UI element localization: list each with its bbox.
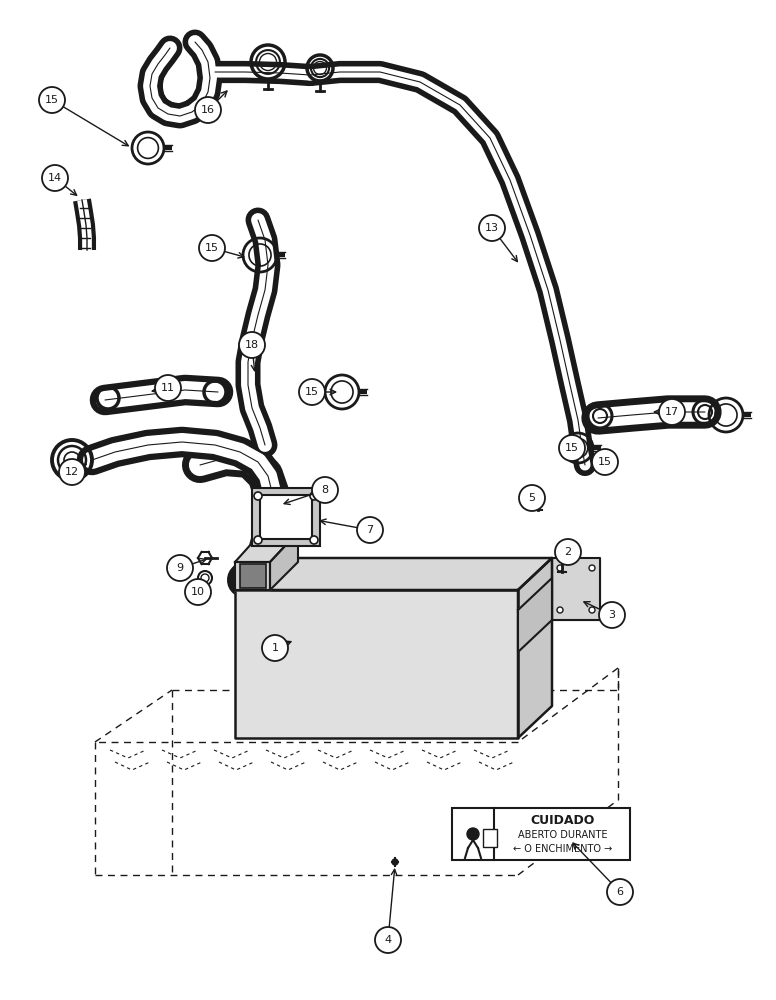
Circle shape — [254, 536, 262, 544]
Circle shape — [239, 332, 265, 358]
Text: 5: 5 — [528, 493, 535, 503]
Circle shape — [299, 379, 325, 405]
Circle shape — [557, 565, 563, 571]
Circle shape — [312, 477, 338, 503]
Circle shape — [607, 879, 633, 905]
Circle shape — [42, 165, 68, 191]
Text: 9: 9 — [176, 563, 184, 573]
Text: 13: 13 — [485, 223, 499, 233]
Circle shape — [519, 485, 545, 511]
Text: 15: 15 — [598, 457, 612, 467]
Text: ← O ENCHIMENTO →: ← O ENCHIMENTO → — [514, 844, 612, 854]
Text: 10: 10 — [191, 587, 205, 597]
Text: 4: 4 — [384, 935, 392, 945]
Polygon shape — [518, 578, 552, 652]
Circle shape — [39, 87, 65, 113]
Text: 15: 15 — [305, 387, 319, 397]
Bar — [260, 495, 312, 539]
Bar — [240, 564, 266, 588]
Text: 17: 17 — [665, 407, 679, 417]
Text: CUIDADO: CUIDADO — [531, 814, 595, 826]
Text: 15: 15 — [45, 95, 59, 105]
Polygon shape — [518, 558, 552, 738]
Polygon shape — [235, 562, 270, 590]
Polygon shape — [235, 558, 552, 590]
Polygon shape — [235, 590, 518, 738]
Circle shape — [534, 494, 542, 502]
Circle shape — [310, 492, 318, 500]
Text: 3: 3 — [608, 610, 615, 620]
Text: 15: 15 — [565, 443, 579, 453]
Circle shape — [199, 235, 225, 261]
Text: 15: 15 — [205, 243, 219, 253]
Text: 1: 1 — [272, 643, 279, 653]
Circle shape — [310, 536, 318, 544]
Circle shape — [392, 859, 398, 865]
Circle shape — [254, 492, 262, 500]
Text: 14: 14 — [48, 173, 62, 183]
Circle shape — [155, 375, 181, 401]
Text: 8: 8 — [321, 485, 328, 495]
FancyBboxPatch shape — [452, 808, 630, 860]
Polygon shape — [270, 532, 298, 590]
Circle shape — [167, 555, 193, 581]
Polygon shape — [235, 532, 298, 562]
Circle shape — [479, 215, 505, 241]
Circle shape — [558, 554, 566, 562]
Circle shape — [59, 459, 85, 485]
Circle shape — [357, 517, 383, 543]
Circle shape — [195, 97, 221, 123]
Circle shape — [592, 449, 618, 475]
Circle shape — [185, 579, 211, 605]
Bar — [483, 829, 497, 847]
Text: 2: 2 — [564, 547, 572, 557]
Circle shape — [375, 927, 401, 953]
Polygon shape — [552, 558, 600, 620]
Circle shape — [467, 828, 479, 840]
Text: ABERTO DURANTE: ABERTO DURANTE — [518, 830, 608, 840]
Circle shape — [262, 635, 288, 661]
Text: 18: 18 — [245, 340, 259, 350]
Circle shape — [589, 565, 595, 571]
Circle shape — [659, 399, 685, 425]
Circle shape — [599, 602, 625, 628]
Text: 12: 12 — [65, 467, 79, 477]
Circle shape — [557, 607, 563, 613]
Circle shape — [589, 607, 595, 613]
Text: 16: 16 — [201, 105, 215, 115]
Text: 11: 11 — [161, 383, 175, 393]
Circle shape — [559, 435, 585, 461]
Bar — [252, 488, 320, 546]
Text: 7: 7 — [366, 525, 373, 535]
Circle shape — [555, 539, 581, 565]
Text: 6: 6 — [616, 887, 623, 897]
